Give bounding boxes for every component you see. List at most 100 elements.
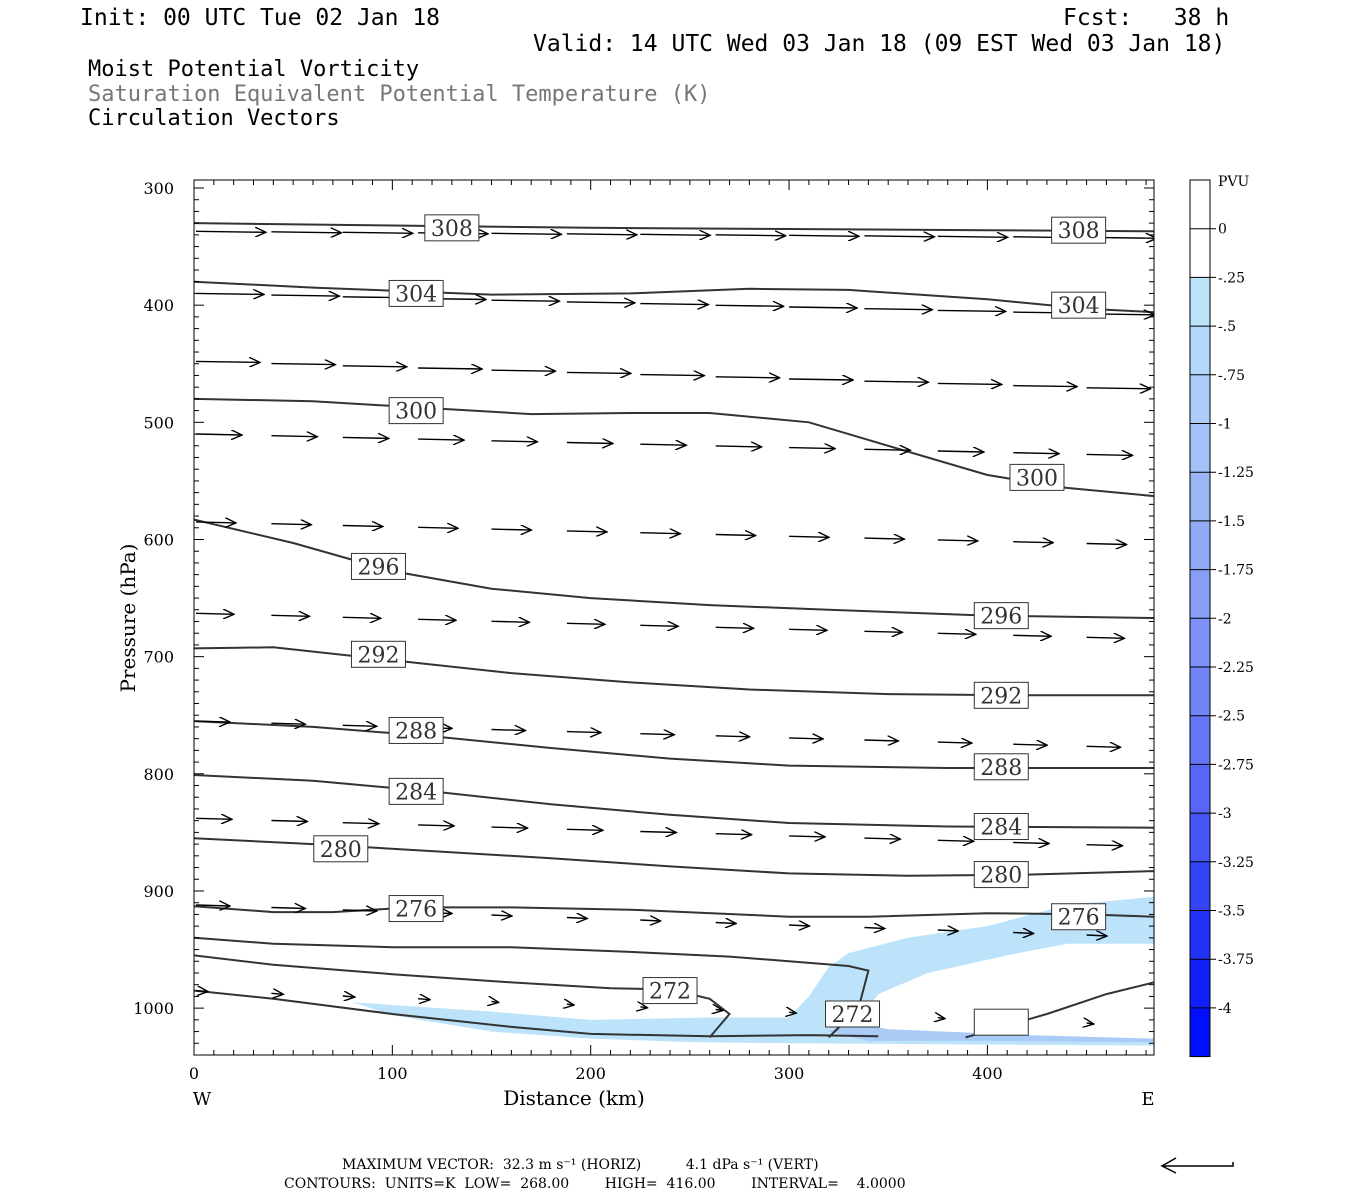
contour-label-box (388, 279, 444, 307)
circulation-vector (640, 444, 686, 445)
circulation-vector (271, 821, 307, 822)
y-tick-label: 700 (143, 648, 174, 667)
contour-label: 308 (431, 217, 473, 242)
circulation-vector (1086, 746, 1121, 747)
contour-label-box (642, 977, 698, 1005)
circulation-vector (864, 449, 910, 450)
circulation-vector (491, 441, 538, 442)
contour-304 (194, 280, 1154, 314)
contour-label: 280 (980, 864, 1022, 889)
axes: 300 400 500 600 700 800 900 1000 0 100 200 300 400 W E… (116, 179, 1155, 1110)
circulation-vector (864, 538, 904, 539)
circulation-vector (789, 738, 823, 739)
contour-label: 288 (980, 756, 1022, 781)
x-tick-label: 0 (189, 1064, 199, 1083)
contour-label-box (973, 681, 1029, 709)
contour-label: 300 (1016, 466, 1058, 491)
contour-label: 308 (1058, 219, 1100, 244)
circulation-vector (715, 834, 752, 835)
circulation-vector (937, 742, 972, 743)
circulation-vector (1086, 544, 1127, 545)
circulation-vector (640, 234, 710, 235)
colorbar-swatch (1190, 959, 1210, 1008)
colorbar-tick-label: 0 (1218, 222, 1227, 238)
colorbar-tick-label: -2 (1218, 611, 1232, 627)
contour-label-box (350, 552, 406, 580)
forecast-hour: Fcst: 38 h (1063, 5, 1230, 31)
reference-vector-arrow (1160, 1157, 1234, 1174)
y-tick-label: 600 (143, 530, 174, 549)
circulation-vector (789, 629, 827, 630)
circulation-vector (342, 725, 377, 726)
circulation-vector (937, 633, 976, 634)
x-end-label-east: E (1141, 1089, 1154, 1110)
circulation-vector (418, 999, 430, 1000)
contour-label: 304 (395, 282, 437, 307)
pv-region-mid (828, 1022, 1154, 1043)
circulation-vector (716, 1010, 723, 1011)
colorbar-tick-label: -3 (1218, 806, 1232, 822)
x-axis-title: Distance (km) (503, 1086, 645, 1110)
circulation-vector (491, 370, 556, 371)
circulation-vector (271, 908, 305, 909)
circulation-vector (271, 436, 317, 437)
circulation-vector (640, 1007, 647, 1008)
contour-label: 272 (649, 980, 691, 1005)
colorbar-swatch (1190, 715, 1210, 765)
circulation-vector (195, 613, 234, 614)
colorbar-tick-label: -1.25 (1218, 465, 1254, 481)
circulation-vector (271, 524, 311, 525)
circulation-vector (1013, 386, 1077, 387)
circulation-vector (567, 1004, 574, 1005)
circulation-vector (1013, 843, 1049, 844)
circulation-vector (789, 448, 835, 449)
circulation-vector (491, 730, 526, 731)
contour-label: 304 (1058, 294, 1100, 319)
circulation-vector (195, 361, 260, 362)
colorbar-swatch (1190, 667, 1210, 716)
colorbar-swatch (1190, 813, 1210, 862)
max-vector-note: MAXIMUM VECTOR: 32.3 m s⁻¹ (HORIZ) 4.1 d… (342, 1157, 819, 1173)
contour-label-box (973, 1008, 1029, 1036)
contour-label-box (388, 397, 444, 425)
contour-label-box (388, 895, 444, 923)
colorbar-tick-label: -1.5 (1218, 514, 1245, 530)
circulation-vector (715, 736, 750, 737)
colorbar-swatch (1190, 423, 1210, 473)
contour-label-box (973, 753, 1029, 781)
contour-label-box (1051, 291, 1107, 319)
contour-label-box (973, 602, 1029, 630)
x-end-label-west: W (193, 1089, 212, 1110)
circulation-vector (491, 827, 528, 828)
circulation-vector (271, 232, 341, 233)
circulation-vector (566, 234, 637, 235)
circulation-vector (864, 928, 884, 929)
circulation-vector (864, 838, 900, 839)
circulation-vector (937, 310, 1006, 311)
colorbar-swatch (1190, 326, 1210, 375)
colorbar-tick-label: -2.75 (1218, 757, 1254, 773)
colorbar-swatch (1190, 472, 1210, 521)
circulation-vector (789, 235, 859, 236)
colorbar-swatch (1190, 180, 1210, 229)
y-axis-title: Pressure (hPa) (116, 544, 140, 693)
colorbar-swatch (1190, 374, 1210, 424)
contour-label-box (350, 640, 406, 668)
colorbar-tick-label: -.75 (1218, 368, 1245, 384)
contour-label-box (388, 716, 444, 744)
circulation-vector (1086, 388, 1151, 389)
circulation-vector (640, 832, 676, 833)
circulation-vector (789, 836, 825, 837)
plot-frame (193, 179, 1155, 1056)
y-tick-label: 800 (143, 765, 174, 784)
contour-label: 284 (980, 816, 1022, 841)
colorbar-tick-label: -.5 (1218, 319, 1236, 335)
circulation-vector (566, 531, 607, 532)
contour-label-box (1009, 463, 1065, 491)
circulation-vectors (195, 231, 1154, 1024)
contour-label-box (424, 214, 480, 242)
circulation-vector (1013, 635, 1051, 636)
circulation-vector (715, 235, 786, 236)
circulation-vector (195, 721, 230, 722)
x-tick-label: 200 (575, 1064, 606, 1083)
